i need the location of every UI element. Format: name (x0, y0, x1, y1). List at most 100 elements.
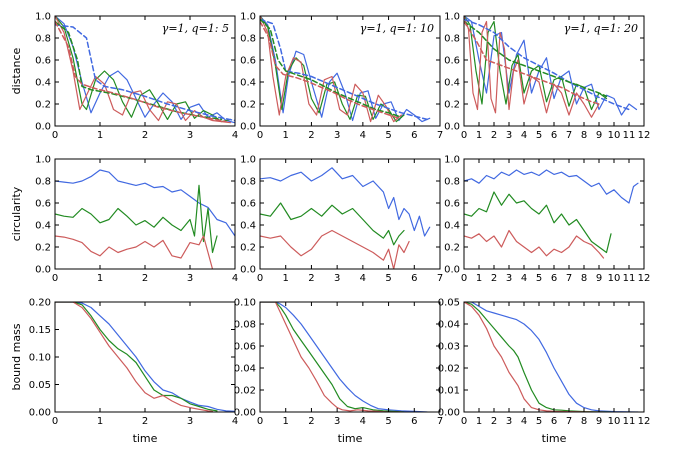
x-tick-label: 1 (97, 273, 103, 284)
x-tick-label: 11 (623, 416, 636, 427)
plot-frame (259, 15, 441, 127)
x-tick-label: 8 (581, 416, 587, 427)
x-tick-label: 2 (491, 130, 497, 141)
x-tick-label: 12 (638, 130, 651, 141)
y-tick-label: 0.15 (29, 325, 51, 336)
x-tick-label: 7 (437, 273, 443, 284)
x-tick-label: 6 (551, 416, 557, 427)
panel-c2: 0 1 2 3 4 5 6 7 0.0 0.2 0.4 0.6 0.8 1.0 (240, 155, 443, 285)
series-line-blue (464, 302, 639, 412)
y-tick-label: 0.8 (444, 177, 460, 188)
x-tick-label: 4 (360, 416, 366, 427)
series-line-green-bound (260, 18, 403, 118)
series-line-green-bound (464, 20, 608, 98)
panel-m3: 0 1 2 3 4 5 6 7 8 9 10 11 120.000.010.020.030.040.05… (438, 298, 651, 446)
x-tick-label: 11 (623, 273, 636, 284)
x-tick-label: 4 (232, 416, 238, 427)
x-tick-label: 9 (596, 416, 602, 427)
x-tick-label: 4 (521, 416, 527, 427)
series-line-green (260, 16, 405, 123)
series-line-red (260, 302, 402, 412)
x-tick-label: 1 (97, 130, 103, 141)
x-tick-label: 7 (566, 416, 572, 427)
x-tick-label: 1 (283, 130, 289, 141)
series-line-red-bound (260, 20, 400, 120)
panel-c3: 0 1 2 3 4 5 6 7 8 9 10 11 120.00.20.40.60.81.0 (444, 155, 650, 285)
series-line-red (260, 16, 402, 123)
y-tick-label: 0.4 (35, 78, 51, 89)
y-tick-label: 1.0 (35, 12, 51, 23)
y-tick-label: 0.05 (29, 380, 51, 391)
series-line-blue (260, 302, 428, 412)
series-line-green (55, 184, 218, 254)
x-axis-label: time (542, 432, 567, 445)
x-tick-label: 3 (187, 416, 193, 427)
panel-title: γ=1, q=1: 10 (360, 22, 434, 35)
x-tick-label: 2 (142, 130, 148, 141)
series-group (55, 169, 235, 269)
x-tick-label: 4 (521, 273, 527, 284)
y-tick-label: 0.10 (29, 353, 51, 364)
series-group (55, 16, 235, 124)
plot-frame (259, 301, 441, 413)
y-tick-label: 0.4 (240, 78, 256, 89)
y-tick-label: 0.10 (234, 298, 256, 309)
x-tick-label: 5 (536, 130, 542, 141)
y-tick-label: 0.0 (240, 122, 256, 133)
series-line-red-bound (464, 20, 600, 105)
y-tick-label: 0.6 (444, 199, 460, 210)
series-line-blue-bound (55, 24, 235, 122)
x-tick-label: 0 (461, 130, 467, 141)
series-line-blue (55, 169, 235, 237)
x-tick-label: 7 (437, 130, 443, 141)
y-tick-label: 0.4 (444, 78, 460, 89)
x-tick-label: 3 (334, 416, 340, 427)
plot-frame (463, 301, 645, 413)
x-tick-label: 2 (491, 416, 497, 427)
y-tick-label: 0.04 (438, 320, 460, 331)
y-tick-label: 0.2 (444, 100, 460, 111)
y-tick-label: 0.00 (29, 408, 51, 419)
x-tick-label: 3 (506, 416, 512, 427)
y-tick-label: 0.05 (438, 298, 460, 309)
plot-frame (54, 301, 236, 413)
series-group (464, 169, 639, 259)
x-tick-label: 0 (52, 273, 58, 284)
x-tick-label: 4 (232, 273, 238, 284)
series-line-red (464, 229, 605, 259)
y-tick-label: 0.00 (234, 408, 256, 419)
x-tick-label: 5 (536, 273, 542, 284)
x-tick-label: 0 (257, 416, 263, 427)
series-group (55, 302, 235, 412)
y-tick-label: 0.08 (234, 320, 256, 331)
series-line-blue (55, 16, 235, 124)
y-tick-label: 1.0 (35, 155, 51, 166)
x-tick-label: 2 (491, 273, 497, 284)
y-tick-label: 0.8 (35, 34, 51, 45)
series-line-blue-bound (260, 18, 428, 121)
x-tick-label: 3 (187, 273, 193, 284)
x-tick-label: 5 (385, 273, 391, 284)
x-tick-label: 1 (476, 130, 482, 141)
y-tick-label: 0.6 (35, 56, 51, 67)
y-tick-label: 0.6 (240, 199, 256, 210)
series-line-green (55, 302, 218, 412)
x-axis-label: time (133, 432, 158, 445)
x-tick-label: 2 (142, 273, 148, 284)
series-group (260, 16, 431, 123)
y-tick-label: 0.20 (29, 298, 51, 309)
x-tick-label: 2 (142, 416, 148, 427)
y-tick-label: 0.03 (438, 342, 460, 353)
x-tick-label: 7 (566, 130, 572, 141)
panel-title: γ=1, q=1: 20 (564, 22, 638, 35)
x-tick-label: 0 (461, 273, 467, 284)
x-tick-label: 0 (257, 130, 263, 141)
x-tick-label: 5 (536, 416, 542, 427)
x-tick-label: 12 (638, 416, 651, 427)
y-axis-label: circularity (10, 186, 23, 241)
series-line-blue (260, 167, 431, 237)
y-tick-label: 0.6 (35, 199, 51, 210)
x-tick-label: 1 (476, 273, 482, 284)
y-tick-label: 0.2 (240, 243, 256, 254)
